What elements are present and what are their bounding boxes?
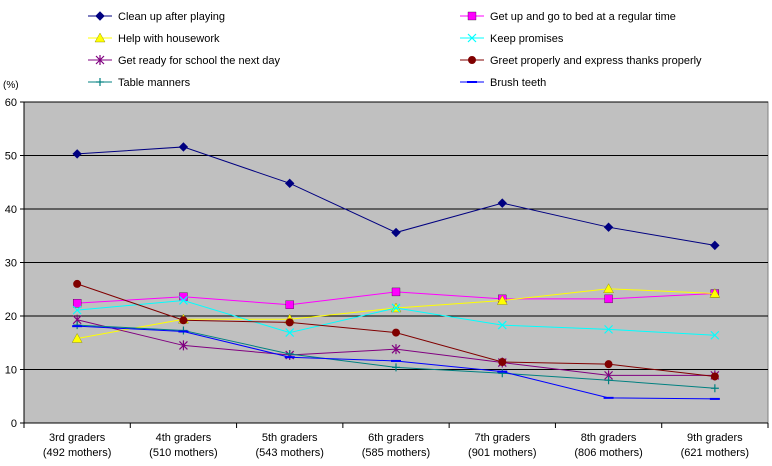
- legend-label: Clean up after playing: [118, 11, 225, 23]
- legend-marker: [467, 11, 477, 21]
- legend-marker: [96, 78, 104, 86]
- legend-label: Table manners: [118, 77, 191, 89]
- data-point: [285, 318, 294, 327]
- x-tick-label: 3rd graders: [49, 432, 106, 444]
- data-point: [709, 288, 721, 298]
- legend: Clean up after playing Get up and go to b…: [88, 11, 702, 89]
- tick-labels: 0 10 20 30 40 50 60 3rd graders (492 mothers) 4th…: [5, 97, 749, 459]
- data-point: [710, 240, 720, 251]
- x-tick-label: (510 mothers): [149, 447, 217, 459]
- legend-item: Get ready for school the next day: [88, 55, 281, 67]
- y-tick-label: 20: [5, 311, 17, 323]
- x-tick-label: (492 mothers): [43, 447, 111, 459]
- legend-item: Table manners: [88, 77, 191, 89]
- data-point: [72, 149, 82, 159]
- data-point: [391, 287, 401, 297]
- x-tick-label: 4th graders: [156, 432, 212, 444]
- axes: (%): [3, 80, 769, 428]
- legend-item: Get up and go to bed at a regular time: [460, 11, 676, 23]
- data-point: [285, 328, 295, 338]
- legend-item: Keep promises: [460, 33, 564, 45]
- x-tick-label: (543 mothers): [255, 447, 323, 459]
- x-tick-label: 8th graders: [581, 432, 637, 444]
- data-point: [179, 326, 188, 335]
- legend-item: Brush teeth: [460, 77, 546, 89]
- data-point: [710, 330, 720, 340]
- x-tick-label: (806 mothers): [574, 447, 642, 459]
- y-tick-label: 10: [5, 365, 17, 377]
- y-unit-label: (%): [3, 80, 19, 91]
- data-point: [391, 227, 401, 238]
- data-point: [603, 283, 614, 293]
- y-tick-label: 50: [5, 151, 17, 163]
- data-point: [179, 316, 188, 325]
- series-7: [73, 321, 719, 393]
- data-point: [497, 198, 507, 208]
- data-point: [604, 294, 613, 304]
- series: [71, 142, 721, 400]
- y-tick-label: 0: [11, 418, 17, 430]
- x-tick-label: 5th graders: [262, 432, 318, 444]
- legend-marker: [468, 56, 476, 64]
- x-tick-label: 9th graders: [687, 432, 743, 444]
- data-point: [710, 384, 719, 393]
- legend-label: Brush teeth: [490, 77, 546, 89]
- data-point: [178, 142, 189, 152]
- data-point: [73, 279, 82, 288]
- legend-marker: [94, 32, 106, 43]
- data-point: [496, 295, 508, 305]
- data-point: [710, 372, 719, 381]
- data-point: [73, 321, 82, 330]
- data-point: [497, 320, 507, 330]
- data-point: [603, 222, 614, 232]
- data-point: [72, 305, 82, 315]
- data-point: [179, 292, 188, 301]
- data-point: [604, 324, 613, 334]
- x-tick-label: 6th graders: [368, 432, 424, 444]
- y-tick-label: 40: [5, 204, 17, 216]
- data-point: [285, 178, 295, 189]
- legend-marker: [467, 33, 477, 43]
- data-point: [391, 344, 401, 355]
- x-tick-label: (621 mothers): [681, 447, 749, 459]
- data-point: [179, 296, 188, 305]
- legend-label: Help with housework: [118, 33, 220, 45]
- data-point: [498, 358, 507, 367]
- data-point: [391, 303, 401, 313]
- legend-item: Help with housework: [88, 32, 220, 45]
- legend-label: Keep promises: [490, 33, 564, 45]
- legend-label: Greet properly and express thanks proper…: [490, 55, 702, 67]
- series-4: [72, 296, 720, 340]
- data-point: [392, 363, 400, 372]
- legend-label: Get ready for school the next day: [118, 55, 281, 67]
- x-tick-label: 7th graders: [474, 432, 530, 444]
- data-point: [498, 369, 507, 378]
- data-point: [285, 300, 294, 309]
- x-tick-label: (585 mothers): [362, 447, 430, 459]
- series-1: [72, 142, 720, 251]
- data-point: [392, 328, 400, 337]
- y-tick-label: 30: [5, 258, 17, 270]
- legend-item: Clean up after playing: [88, 11, 225, 23]
- series-6: [73, 279, 719, 381]
- x-tick-label: (901 mothers): [468, 447, 536, 459]
- y-tick-label: 60: [5, 97, 17, 109]
- gridlines: [24, 101, 768, 370]
- legend-marker: [95, 55, 105, 65]
- series-8: [72, 325, 720, 400]
- data-point: [71, 333, 83, 343]
- legend-item: Greet properly and express thanks proper…: [460, 55, 702, 67]
- data-point: [604, 360, 613, 369]
- data-point: [604, 376, 613, 385]
- legend-marker: [95, 11, 105, 21]
- legend-label: Get up and go to bed at a regular time: [490, 11, 676, 23]
- data-point: [72, 299, 82, 308]
- data-point: [179, 340, 188, 351]
